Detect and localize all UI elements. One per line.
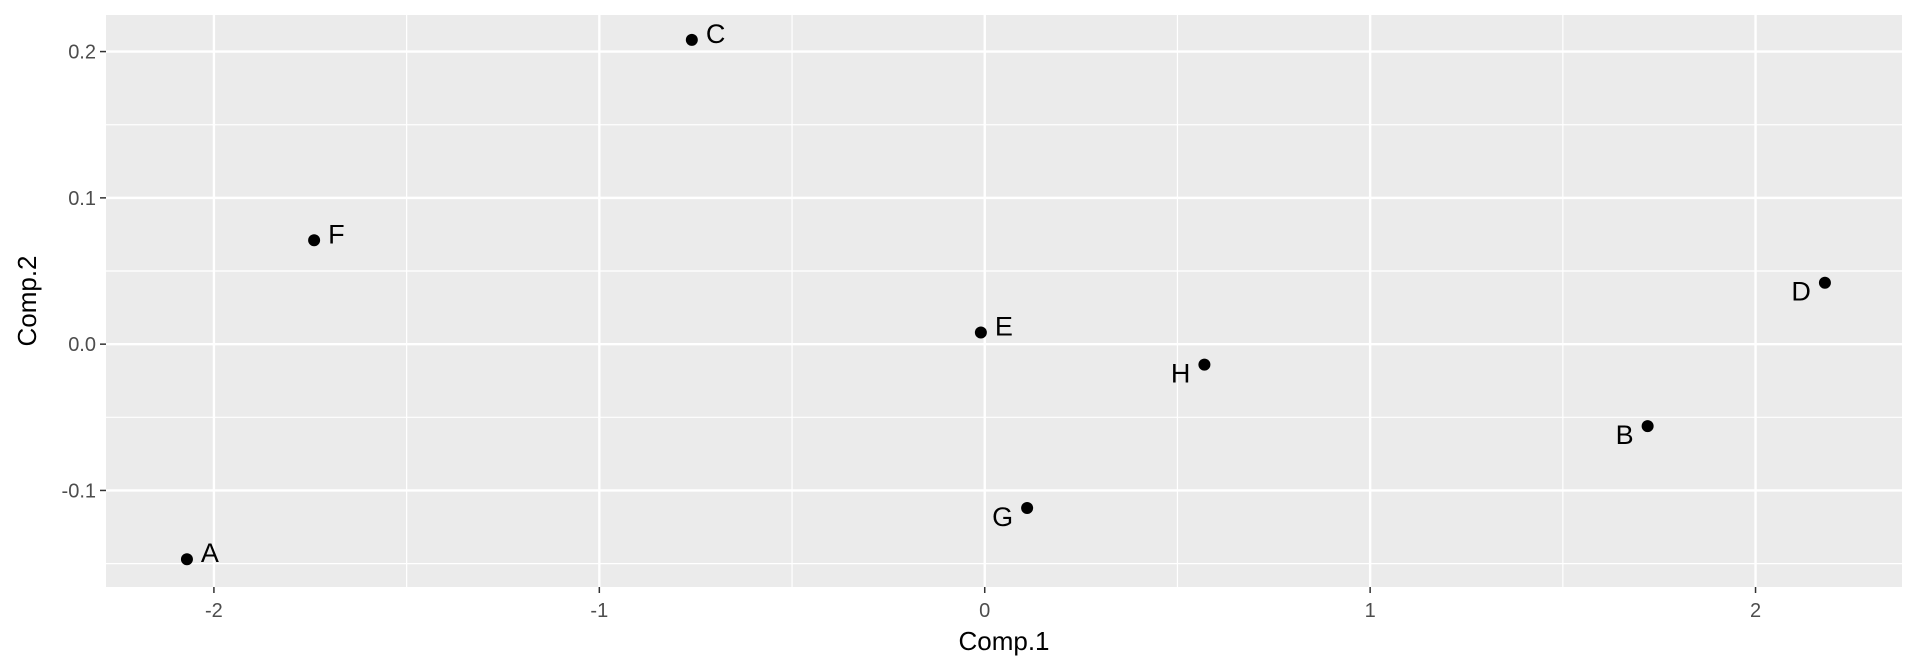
y-tick-label: -0.1 [62, 480, 96, 502]
x-axis-title: Comp.1 [958, 626, 1049, 656]
y-tick-label: 0.1 [68, 188, 96, 210]
x-tick-label: 0 [979, 600, 990, 622]
grid-minor [106, 15, 1902, 587]
point-label-a: A [201, 538, 219, 568]
point-label-d: D [1791, 277, 1811, 307]
x-tick-label: 1 [1365, 600, 1376, 622]
y-tick-label: 0.0 [68, 334, 96, 356]
data-point-a [180, 553, 193, 566]
y-axis-ticks: -0.1 0.0 0.1 0.2 [62, 42, 106, 502]
data-point-g [1021, 502, 1034, 515]
y-axis-title: Comp.2 [12, 255, 42, 346]
y-tick-label: 0.2 [68, 42, 96, 64]
point-label-f: F [328, 219, 345, 249]
data-point-f [308, 234, 321, 247]
data-point-b [1641, 420, 1654, 433]
x-tick-label: -2 [205, 600, 223, 622]
point-label-h: H [1171, 359, 1191, 389]
x-tick-label: -1 [590, 600, 608, 622]
point-label-e: E [995, 311, 1013, 341]
point-label-g: G [992, 502, 1013, 532]
x-axis-ticks: -2 -1 0 1 2 [205, 587, 1761, 622]
point-labels: A B C D E F G H [201, 19, 1811, 568]
panel-background [106, 15, 1902, 587]
data-point-e [974, 326, 987, 339]
data-point-c [685, 33, 698, 46]
grid-major [106, 15, 1902, 587]
point-label-b: B [1616, 420, 1634, 450]
point-label-c: C [706, 19, 726, 49]
data-points [180, 33, 1831, 566]
data-point-h [1198, 358, 1211, 371]
x-tick-label: 2 [1750, 600, 1761, 622]
data-point-d [1818, 276, 1831, 289]
